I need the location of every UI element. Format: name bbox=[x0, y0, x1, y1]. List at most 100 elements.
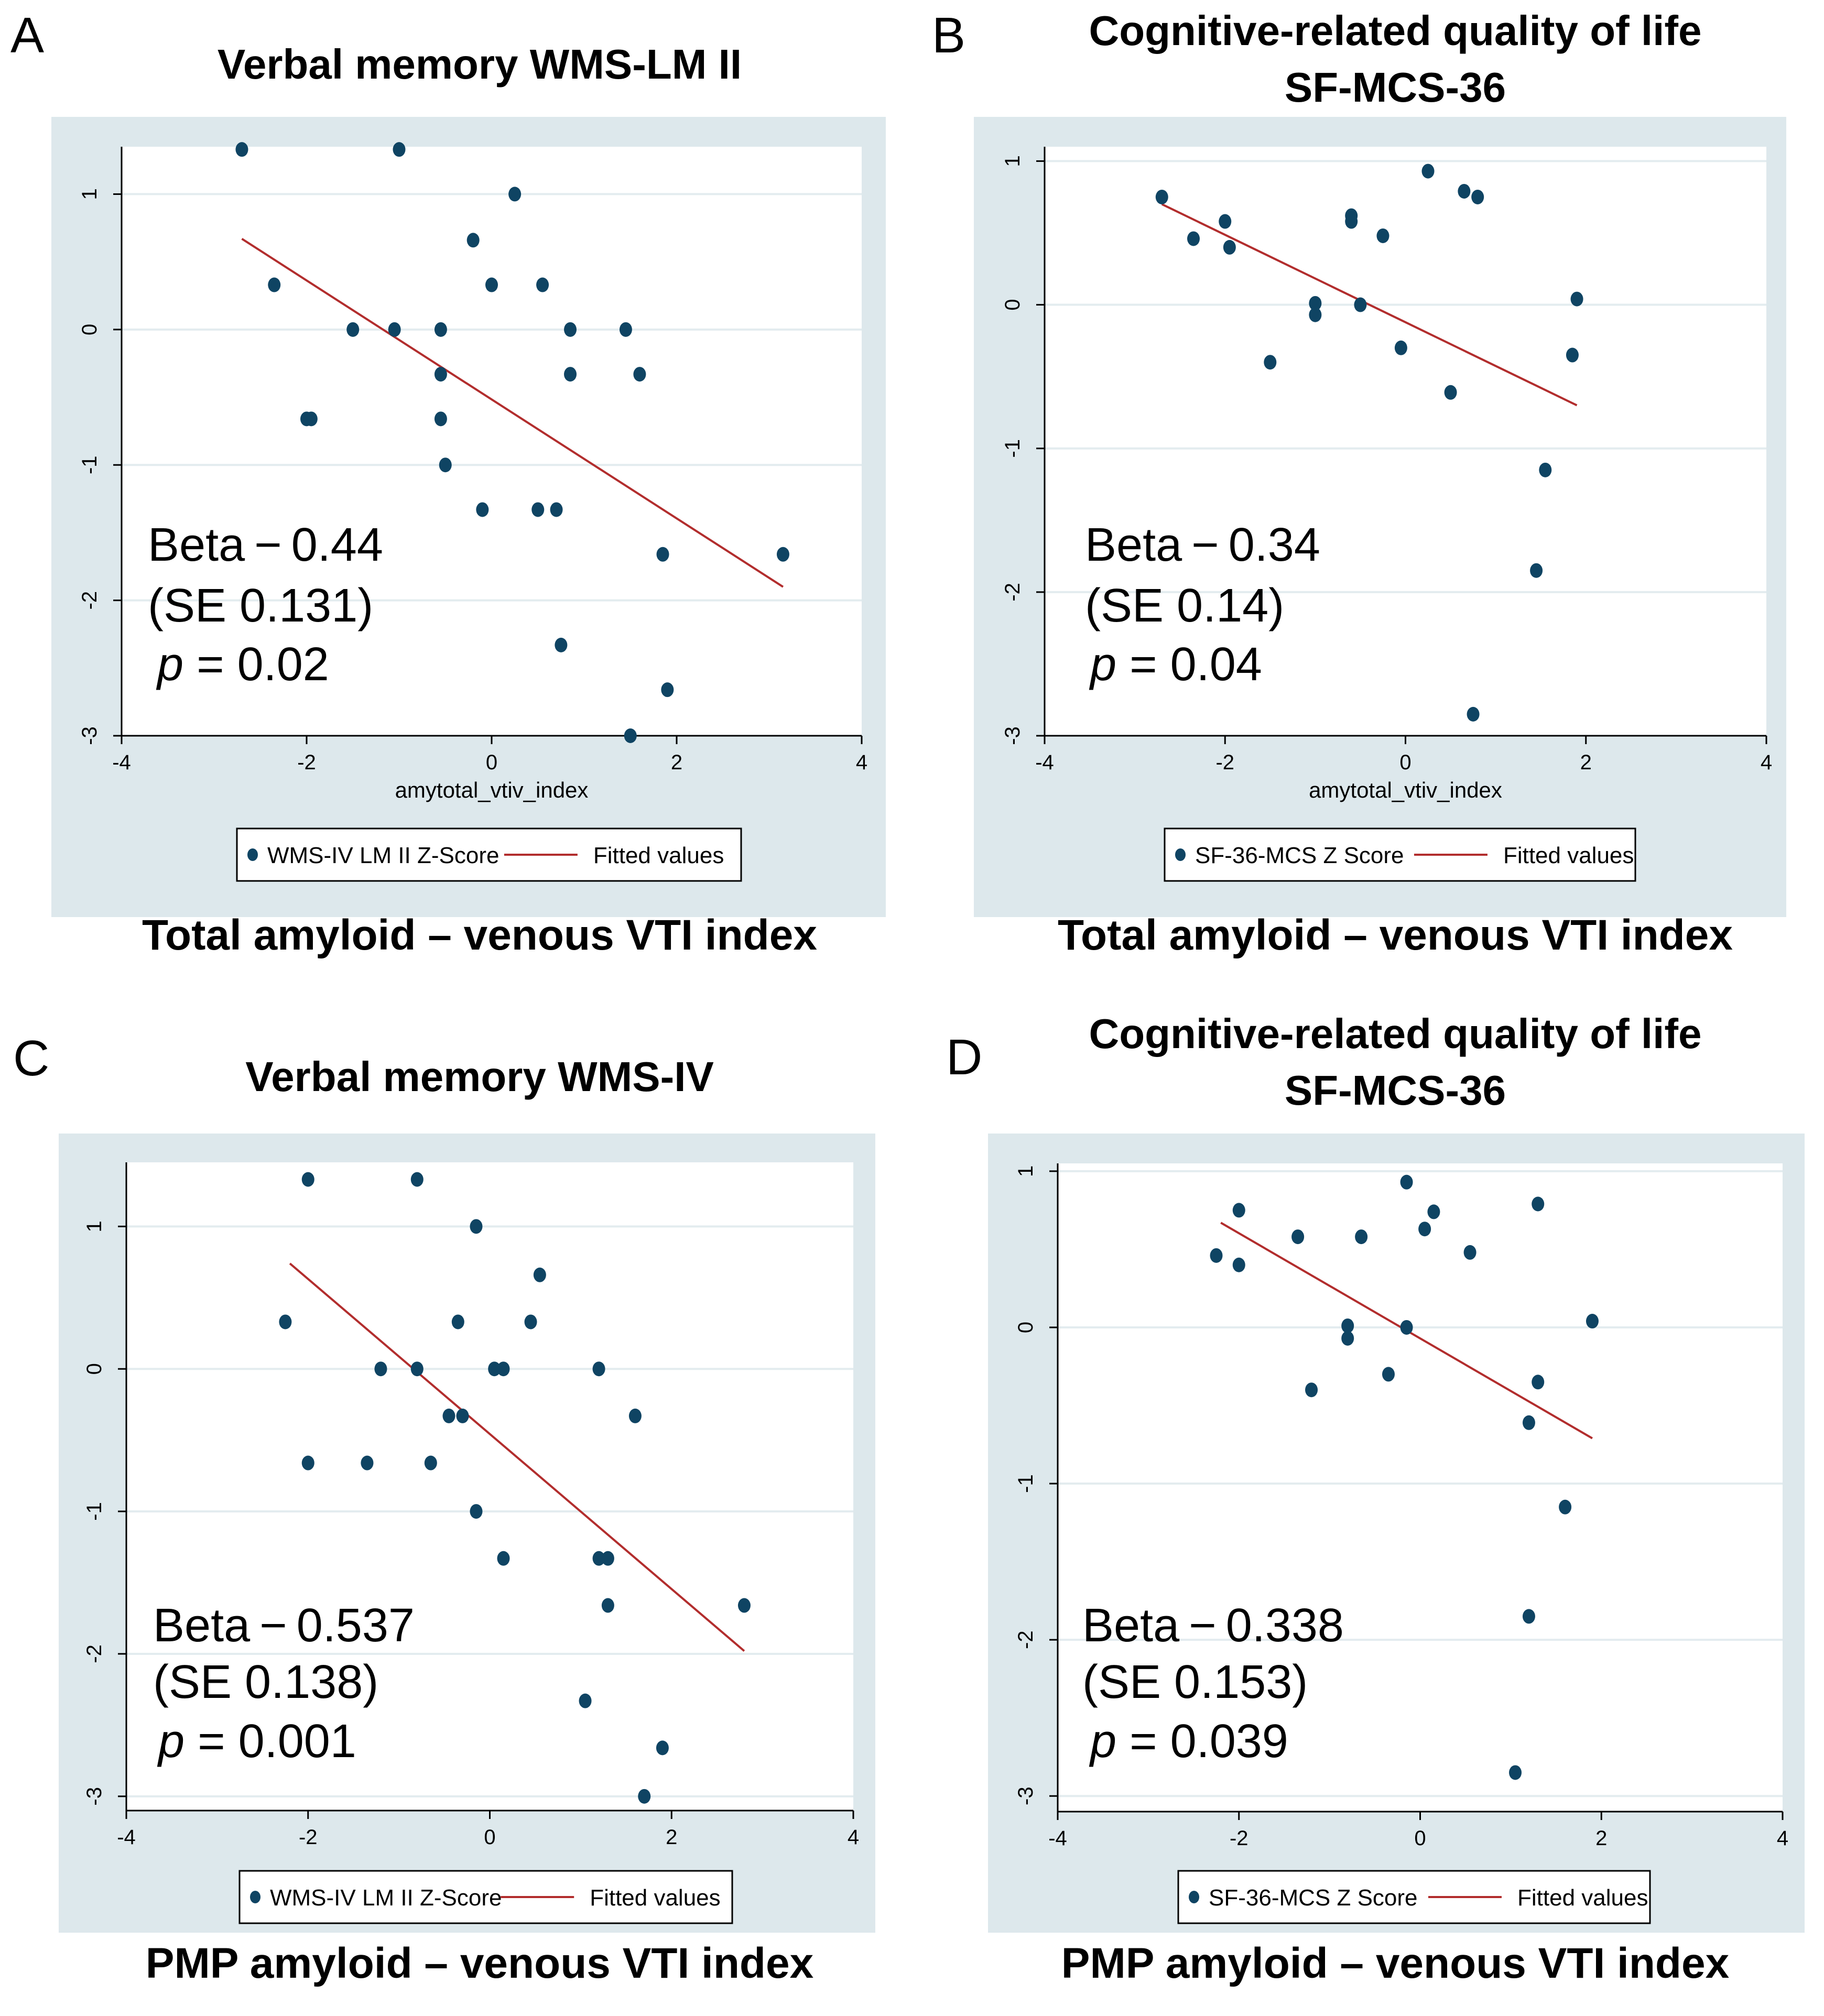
x-tick-label: 0 bbox=[486, 751, 497, 774]
legend: SF-36-MCS Z Score Fitted values bbox=[1177, 1870, 1651, 1924]
data-point bbox=[497, 1551, 510, 1566]
legend-series-label: SF-36-MCS Z Score bbox=[1209, 1885, 1418, 1911]
data-point bbox=[1264, 355, 1277, 370]
data-point bbox=[661, 682, 674, 698]
se-annotation: (SE 0.138) bbox=[153, 1656, 378, 1708]
data-point bbox=[592, 1361, 605, 1377]
se-annotation: (SE 0.153) bbox=[1082, 1656, 1308, 1708]
data-point bbox=[1458, 183, 1471, 199]
data-point bbox=[1345, 208, 1358, 223]
panel-caption: Total amyloid – venous VTI index bbox=[1058, 911, 1733, 959]
p-symbol: p bbox=[156, 638, 183, 691]
panel-caption: PMP amyloid – venous VTI index bbox=[1061, 1939, 1729, 1987]
data-point bbox=[442, 1408, 455, 1423]
y-tick-label: 0 bbox=[1014, 1322, 1037, 1333]
beta-annotation: Beta − 0.44 bbox=[148, 519, 383, 571]
y-tick-label: -2 bbox=[78, 591, 101, 610]
data-point bbox=[1309, 296, 1322, 311]
data-point bbox=[524, 1314, 537, 1330]
chart-title-line: Cognitive-related quality of life bbox=[1089, 7, 1701, 54]
data-point bbox=[439, 457, 452, 473]
data-point bbox=[1355, 1229, 1368, 1245]
data-point bbox=[1467, 706, 1480, 722]
data-point bbox=[1530, 563, 1543, 578]
data-point bbox=[466, 233, 480, 248]
beta-annotation: Beta − 0.537 bbox=[153, 1599, 415, 1652]
x-tick-label: -4 bbox=[1035, 751, 1054, 774]
x-tick-label: 0 bbox=[1399, 751, 1411, 774]
data-point bbox=[624, 728, 637, 743]
legend-fit-label: Fitted values bbox=[593, 843, 724, 868]
y-tick-label: 1 bbox=[78, 188, 101, 200]
p-symbol: p bbox=[157, 1715, 184, 1768]
data-point bbox=[388, 322, 401, 337]
y-tick-label: -1 bbox=[1014, 1474, 1037, 1493]
data-point bbox=[1570, 291, 1583, 307]
chart-title-line: SF-MCS-36 bbox=[1285, 64, 1506, 111]
p-value: = 0.04 bbox=[1116, 638, 1262, 691]
legend-fit-label: Fitted values bbox=[1503, 843, 1634, 868]
data-point bbox=[346, 322, 360, 337]
data-point bbox=[1223, 239, 1236, 255]
x-tick-label: 2 bbox=[666, 1826, 677, 1849]
data-point bbox=[374, 1361, 387, 1377]
p-value: = 0.039 bbox=[1116, 1715, 1288, 1768]
legend-marker bbox=[247, 848, 258, 861]
legend: SF-36-MCS Z Score Fitted values bbox=[1164, 827, 1636, 882]
x-tick-label: 4 bbox=[1777, 1827, 1788, 1850]
data-point bbox=[1291, 1229, 1305, 1245]
y-tick-label: -3 bbox=[1001, 726, 1024, 745]
panel-caption: PMP amyloid – venous VTI index bbox=[146, 1939, 813, 1987]
plot-region bbox=[122, 147, 862, 736]
data-point bbox=[424, 1455, 437, 1470]
legend-series-label: WMS-IV LM II Z-Score bbox=[267, 843, 499, 868]
x-tick-label: -4 bbox=[112, 751, 131, 774]
data-point bbox=[497, 1361, 510, 1377]
chart-title-line: Verbal memory WMS-IV bbox=[245, 1053, 714, 1100]
y-tick-label: -2 bbox=[1014, 1630, 1037, 1649]
panel-d: D Cognitive-related quality of life SF-MCS… bbox=[946, 1010, 1805, 1987]
data-point bbox=[410, 1172, 424, 1187]
data-point bbox=[1341, 1318, 1354, 1333]
data-point bbox=[1210, 1248, 1223, 1263]
y-tick-label: -2 bbox=[83, 1644, 106, 1663]
plot-region bbox=[1058, 1163, 1783, 1812]
legend-box bbox=[1177, 1870, 1651, 1924]
data-point bbox=[533, 1267, 546, 1282]
panel-caption: Total amyloid – venous VTI index bbox=[142, 911, 817, 959]
x-tick-label: -4 bbox=[1048, 1827, 1067, 1850]
y-tick-label: -3 bbox=[78, 726, 101, 745]
data-point bbox=[1539, 462, 1552, 477]
data-point bbox=[1232, 1257, 1245, 1272]
chart-title-line: Verbal memory WMS-LM II bbox=[218, 41, 742, 88]
legend-marker bbox=[1175, 848, 1186, 861]
data-point bbox=[579, 1693, 592, 1708]
data-point bbox=[305, 411, 318, 427]
data-point bbox=[1219, 214, 1232, 229]
y-tick-label: 1 bbox=[1001, 155, 1024, 167]
data-point bbox=[555, 637, 568, 652]
data-point bbox=[488, 1361, 501, 1377]
data-point bbox=[1155, 189, 1168, 204]
data-point bbox=[434, 367, 447, 382]
x-tick-label: -2 bbox=[299, 1826, 318, 1849]
p-value-annotation: p = 0.001 bbox=[157, 1715, 356, 1768]
data-point bbox=[301, 1172, 314, 1187]
fitted-line bbox=[289, 1262, 745, 1652]
y-tick-label: -1 bbox=[78, 455, 101, 474]
legend-series-label: SF-36-MCS Z Score bbox=[1195, 843, 1404, 868]
data-point bbox=[536, 277, 549, 292]
y-tick-label: -3 bbox=[1014, 1786, 1037, 1805]
data-point bbox=[1341, 1331, 1354, 1346]
legend-marker bbox=[250, 1891, 260, 1903]
fitted-line bbox=[1161, 203, 1578, 407]
data-point bbox=[476, 502, 489, 517]
data-point bbox=[235, 142, 248, 157]
data-point bbox=[470, 1219, 483, 1234]
data-point bbox=[451, 1314, 464, 1330]
data-point bbox=[410, 1361, 424, 1377]
x-tick-label: 0 bbox=[1414, 1827, 1426, 1850]
data-point bbox=[550, 502, 563, 517]
p-value-annotation: p = 0.02 bbox=[156, 638, 329, 691]
data-point bbox=[279, 1314, 292, 1330]
